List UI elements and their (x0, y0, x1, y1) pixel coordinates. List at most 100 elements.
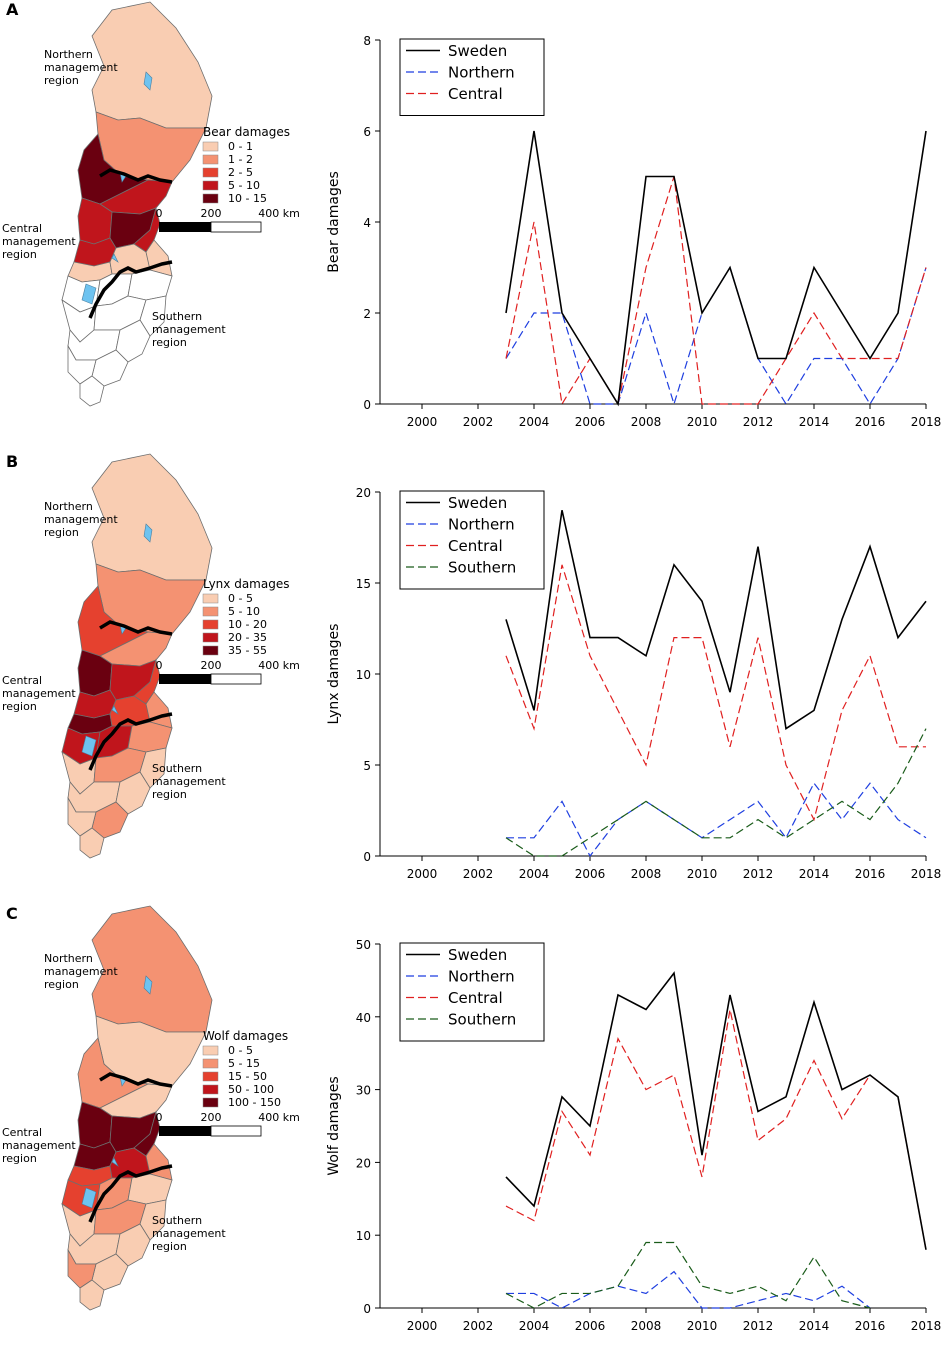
map-county (127, 269, 173, 301)
region-label-central: Central (2, 1126, 42, 1139)
region-label-southern: region (152, 1240, 187, 1253)
x-tick-label: 2010 (687, 415, 718, 429)
x-tick-label: 2000 (407, 1319, 438, 1333)
map-legend-label: 0 - 5 (228, 592, 253, 605)
scale-bar-label: 0 (156, 659, 163, 672)
y-tick-label: 30 (356, 1084, 371, 1098)
x-tick-label: 2008 (631, 1319, 662, 1333)
chart-legend: Sweden Northern Central Southern (399, 490, 545, 590)
series-line-northern (505, 266, 927, 407)
map-legend-label: 20 - 35 (228, 631, 267, 644)
map-legend-label: 5 - 10 (228, 179, 260, 192)
region-label-central: region (2, 700, 37, 713)
y-tick-label: 20 (356, 486, 371, 500)
series-line-northern (506, 1270, 871, 1309)
series-line-southern (505, 1241, 871, 1309)
map-legend-title: Bear damages (203, 125, 290, 139)
scale-bar-black (159, 674, 211, 684)
region-label-central: management (2, 687, 76, 700)
series-line-sweden (505, 971, 927, 1250)
scale-bar-label: 400 km (258, 207, 300, 220)
map-legend-swatch (202, 1071, 219, 1082)
map-lake (111, 253, 119, 263)
management-boundary (88, 1164, 173, 1223)
x-tick-label: 2006 (575, 415, 606, 429)
region-label-northern: region (44, 526, 79, 539)
map-legend-label: 35 - 55 (228, 644, 267, 657)
legend-box (399, 490, 545, 590)
panel-a: A Northern management region Central manageme… (0, 0, 944, 446)
y-tick-label: 0 (363, 850, 371, 864)
management-boundary (88, 260, 173, 319)
x-tick-label: 2004 (519, 415, 550, 429)
legend-label: Central (448, 537, 503, 555)
map-lake (81, 1187, 97, 1209)
scale-bar-label: 400 km (258, 1111, 300, 1124)
map-legend-title: Lynx damages (203, 577, 289, 591)
region-label-southern: management (152, 323, 226, 336)
x-tick-label: 2016 (855, 415, 886, 429)
map-county (139, 1199, 167, 1241)
map-legend-label: 10 - 20 (228, 618, 267, 631)
map-lake (111, 705, 119, 715)
line-chart: 0 10 20 30 40 50 2000 2002 2004 2006 2008 2010 2012 2… (326, 938, 941, 1333)
y-tick-label: 0 (363, 398, 371, 412)
line-chart: 0 5 10 15 20 2000 2002 2004 2006 2008 2010 2012 2014… (326, 486, 941, 881)
chart-legend: Sweden Northern Central Southern (399, 942, 545, 1042)
y-tick-label: 4 (363, 216, 371, 230)
map-legend-label: 15 - 50 (228, 1070, 267, 1083)
y-tick-label: 0 (363, 1302, 371, 1316)
y-tick-label: 10 (356, 1229, 371, 1243)
management-boundary (88, 712, 173, 771)
x-tick-label: 2010 (687, 867, 718, 881)
region-label-southern: region (152, 336, 187, 349)
map-legend-label: 50 - 100 (228, 1083, 274, 1096)
x-tick-label: 2018 (911, 415, 942, 429)
y-tick-label: 2 (363, 307, 371, 321)
panel-c: C Northern management region Central manageme… (0, 904, 944, 1350)
map-county (127, 1173, 173, 1205)
y-axis-title: Wolf damages (326, 1076, 342, 1175)
series-line-central (505, 1009, 927, 1250)
y-axis-title: Lynx damages (326, 624, 342, 725)
legend-label: Northern (448, 968, 515, 986)
legend-label: Central (448, 989, 503, 1007)
region-label-southern: Southern (152, 310, 202, 323)
x-tick-label: 2002 (463, 1319, 494, 1333)
map-legend-swatch (202, 645, 219, 656)
map-legend-swatch (202, 141, 219, 152)
map-lake (143, 975, 153, 995)
region-label-northern: Northern (44, 500, 93, 513)
map-legend-swatch (202, 1058, 219, 1069)
x-tick-label: 2008 (631, 415, 662, 429)
scale-bar-white (210, 1125, 262, 1137)
map-legend-label: 1 - 2 (228, 153, 253, 166)
x-tick-label: 2000 (407, 415, 438, 429)
management-boundary (99, 1072, 173, 1088)
map-legend-swatch (202, 154, 219, 165)
region-label-southern: management (152, 775, 226, 788)
legend-label: Sweden (448, 494, 507, 512)
panel-letter: B (6, 452, 19, 471)
map-legend-label: 10 - 15 (228, 192, 267, 205)
y-tick-label: 8 (363, 34, 371, 48)
map-legend-label: 100 - 150 (228, 1096, 281, 1109)
map-county (79, 1279, 105, 1311)
line-chart: 0 2 4 6 8 2000 2002 2004 2006 2008 2010 2012 2014 201… (326, 34, 942, 429)
region-label-northern: management (44, 61, 118, 74)
x-tick-label: 2008 (631, 867, 662, 881)
region-label-southern: Southern (152, 762, 202, 775)
x-tick-label: 2010 (687, 1319, 718, 1333)
map-county (79, 375, 105, 407)
y-axis-title: Bear damages (326, 171, 342, 272)
x-tick-label: 2014 (799, 867, 830, 881)
series-line-southern (505, 728, 927, 857)
map-legend-label: 0 - 1 (228, 140, 253, 153)
x-tick-label: 2002 (463, 415, 494, 429)
sweden-map: NorthernmanagementregionCentralmanagemen… (2, 1, 300, 407)
y-tick-label: 50 (356, 938, 371, 952)
map-lake (143, 523, 153, 543)
region-label-northern: Northern (44, 48, 93, 61)
region-label-central: region (2, 1152, 37, 1165)
legend-label: Central (448, 85, 503, 103)
